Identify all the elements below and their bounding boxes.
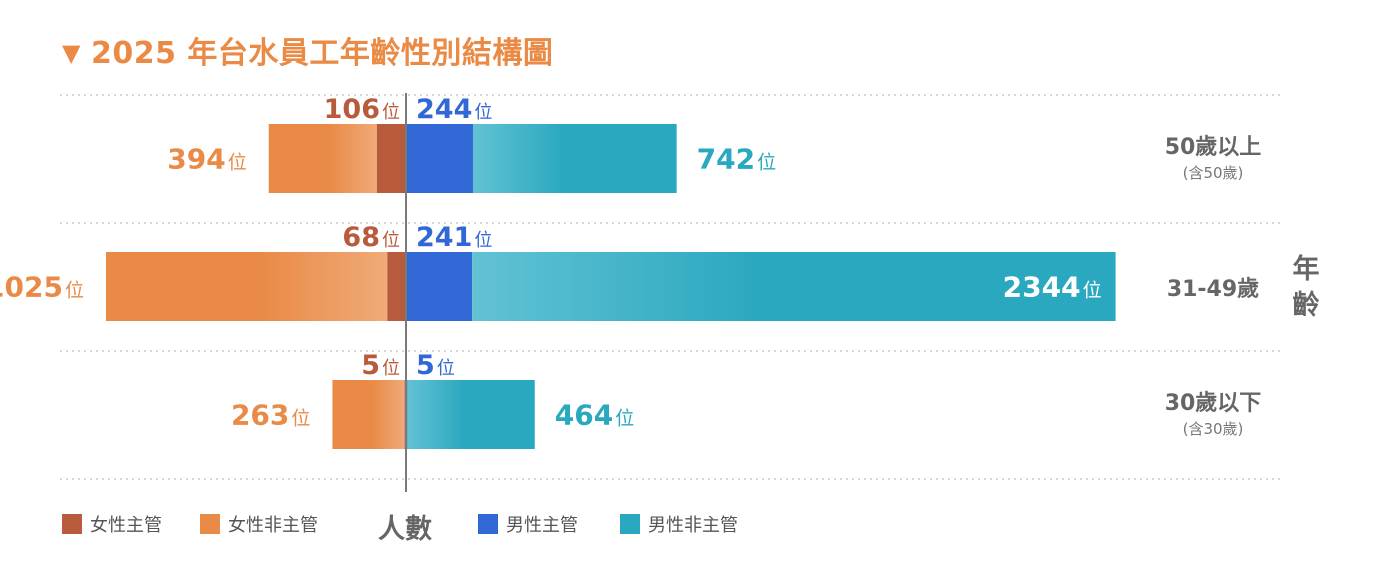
category-label: 50歲以上 bbox=[1165, 135, 1262, 160]
bar-female-nonmanager bbox=[332, 380, 405, 449]
legend-label-female-manager: 女性主管 bbox=[90, 515, 162, 536]
bar-male-nonmanager bbox=[407, 380, 535, 449]
category-subtitle: (含50歲) bbox=[1183, 164, 1244, 182]
legend-female-manager: 女性主管 bbox=[62, 511, 162, 537]
bar-female-nonmanager bbox=[268, 124, 377, 193]
label-female-manager: 68 位 bbox=[342, 222, 400, 253]
bar-female-manager bbox=[376, 124, 406, 193]
legend-swatch-female-nonmanager bbox=[200, 514, 220, 534]
legend-female-nonmanager: 女性非主管 bbox=[200, 511, 318, 537]
label-male-manager: 241 位 bbox=[416, 222, 492, 253]
bar-male-manager bbox=[406, 252, 473, 321]
bar-female-nonmanager bbox=[105, 252, 388, 321]
legend-male-manager: 男性主管 bbox=[478, 511, 578, 537]
label-male-manager: 244 位 bbox=[416, 94, 492, 125]
triangle-down-icon: ▼ bbox=[62, 39, 81, 67]
label-male-nonmanager: 2344 位 bbox=[1003, 271, 1102, 304]
legend-swatch-female-manager bbox=[62, 514, 82, 534]
label-female-nonmanager: 394 位 bbox=[167, 143, 246, 176]
label-male-nonmanager: 464 位 bbox=[555, 399, 634, 432]
bar-male-nonmanager bbox=[472, 252, 1116, 321]
bar-male-manager bbox=[406, 124, 473, 193]
label-male-nonmanager: 742 位 bbox=[697, 143, 776, 176]
legend-label-female-nonmanager: 女性非主管 bbox=[228, 515, 318, 536]
legend-male-nonmanager: 男性非主管 bbox=[620, 511, 738, 537]
x-axis-title: 人數 bbox=[378, 514, 432, 545]
y-axis-title: 年齡 bbox=[1292, 254, 1320, 321]
category-label: 30歲以下 bbox=[1165, 391, 1262, 416]
legend: 女性主管 女性非主管 人數 男性主管 男性非主管 bbox=[0, 505, 1381, 545]
label-female-nonmanager: 263 位 bbox=[231, 399, 310, 432]
legend-label-male-manager: 男性主管 bbox=[506, 515, 578, 536]
legend-label-male-nonmanager: 男性非主管 bbox=[648, 515, 738, 536]
chart-title: ▼ 2025 年台水員工年齡性別結構圖 bbox=[62, 28, 553, 72]
label-female-nonmanager: 1025位 bbox=[0, 271, 84, 304]
label-female-manager: 106 位 bbox=[324, 94, 400, 125]
bar-female-manager bbox=[387, 252, 406, 321]
category-subtitle: (含30歲) bbox=[1183, 420, 1244, 438]
legend-swatch-male-nonmanager bbox=[620, 514, 640, 534]
chart-title-text: 2025 年台水員工年齡性別結構圖 bbox=[90, 36, 554, 71]
category-label: 31-49歲 bbox=[1167, 277, 1259, 302]
bar-male-nonmanager bbox=[472, 124, 677, 193]
legend-swatch-male-manager bbox=[478, 514, 498, 534]
